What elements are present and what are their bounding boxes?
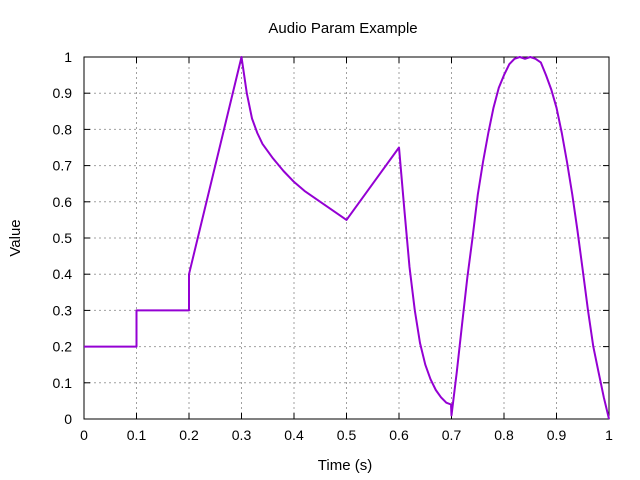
y-tick-label: 0.3 — [53, 302, 73, 318]
y-tick-labels: 0 0.1 0.2 0.3 0.4 0.5 0.6 0.7 0.8 0.9 1 — [53, 49, 73, 427]
y-tick-label: 0.4 — [53, 266, 73, 282]
x-tick-label: 1 — [605, 427, 613, 443]
x-tick-label: 0.3 — [232, 427, 252, 443]
x-tick-label: 0.5 — [337, 427, 357, 443]
y-tick-label: 0.5 — [53, 230, 73, 246]
x-tick-label: 0.8 — [494, 427, 514, 443]
x-tick-label: 0.6 — [389, 427, 409, 443]
y-tick-label: 0.1 — [53, 375, 73, 391]
y-tick-label: 0.9 — [53, 85, 73, 101]
y-tick-label: 0.6 — [53, 194, 73, 210]
plot-frame — [83, 56, 610, 420]
y-tick-label: 1 — [64, 49, 72, 65]
x-axis-label: Time (s) — [318, 457, 372, 474]
y-axis-label: Value — [7, 219, 24, 256]
series-line-1 — [84, 56, 610, 420]
x-tick-labels: 0 0.1 0.2 0.3 0.4 0.5 0.6 0.7 0.8 0.9 1 — [80, 427, 613, 443]
chart-title: Audio Param Example — [268, 20, 417, 37]
series-group — [84, 56, 610, 420]
x-tick-label: 0.1 — [127, 427, 147, 443]
x-tick-label: 0.9 — [547, 427, 567, 443]
grid — [84, 57, 609, 419]
y-tick-label: 0 — [64, 411, 72, 427]
y-tick-label: 0.7 — [53, 158, 73, 174]
y-tick-label: 0.2 — [53, 339, 73, 355]
y-tick-label: 0.8 — [53, 121, 73, 137]
x-tick-label: 0.4 — [284, 427, 304, 443]
x-tick-label: 0 — [80, 427, 88, 443]
x-tick-label: 0.7 — [442, 427, 462, 443]
x-tick-label: 0.2 — [179, 427, 199, 443]
axis-ticks — [83, 56, 610, 420]
